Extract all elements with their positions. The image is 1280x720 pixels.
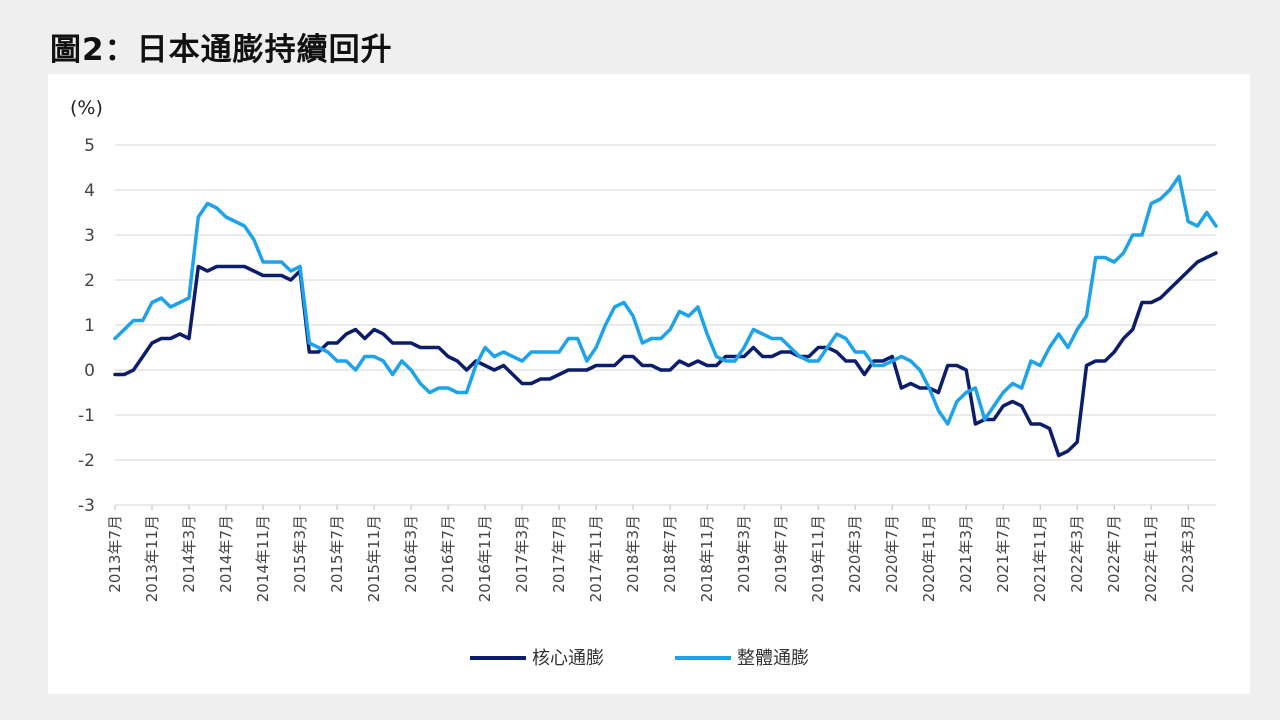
series-line-2	[113, 174, 1218, 426]
x-tick-label: 2013年11月	[143, 515, 161, 602]
y-tick-label: 1	[84, 316, 95, 336]
x-tick-label: 2018年3月	[624, 515, 642, 593]
x-tick-label: 2021年11月	[1031, 515, 1049, 602]
chart-panel: 5 4 3 2 1 0 -1 -2 -3 (%) 2013年7月 2013年11月 2014年3月 20…	[48, 74, 1250, 694]
y-tick-label: 2	[84, 271, 95, 291]
x-tick-label: 2018年11月	[698, 515, 716, 602]
x-tick-label: 2018年7月	[661, 515, 679, 593]
legend: 核心通膨 整體通膨	[470, 648, 809, 669]
x-tick-label: 2020年11月	[920, 515, 938, 602]
y-tick-label: -1	[78, 406, 95, 426]
y-tick-label: 0	[84, 361, 95, 381]
x-tick-label: 2022年11月	[1142, 515, 1160, 602]
x-tick-label: 2017年11月	[587, 515, 605, 602]
y-tick-label: -3	[78, 496, 95, 516]
x-tick-label: 2015年7月	[328, 515, 346, 593]
y-axis-unit: (%)	[70, 97, 103, 119]
x-tick-label: 2017年3月	[513, 515, 531, 593]
y-axis-ticks: 5 4 3 2 1 0 -1 -2 -3 (%)	[70, 97, 103, 516]
x-tick-label: 2019年3月	[735, 515, 753, 593]
x-tick-label: 2023年3月	[1179, 515, 1197, 593]
series-line-1	[113, 251, 1218, 458]
x-tick-label: 2016年3月	[402, 515, 420, 593]
y-tick-label: -2	[78, 451, 95, 471]
x-axis-ticks: 2013年7月 2013年11月 2014年3月 2014年7月 2014年11月 201…	[106, 505, 1197, 602]
x-tick-label: 2020年7月	[883, 515, 901, 593]
y-tick-label: 4	[84, 181, 95, 201]
x-tick-label: 2016年11月	[476, 515, 494, 602]
x-tick-label: 2021年7月	[994, 515, 1012, 593]
grid-lines	[115, 144, 1216, 506]
x-tick-label: 2014年11月	[254, 515, 272, 602]
legend-label-2: 整體通膨	[737, 648, 809, 669]
x-tick-label: 2014年7月	[217, 515, 235, 593]
x-tick-label: 2015年11月	[365, 515, 383, 602]
y-tick-label: 3	[84, 226, 95, 246]
x-tick-label: 2015年3月	[291, 515, 309, 593]
x-tick-label: 2019年11月	[809, 515, 827, 602]
x-tick-label: 2019年7月	[772, 515, 790, 593]
y-tick-label: 5	[84, 136, 95, 156]
x-tick-label: 2017年7月	[550, 515, 568, 593]
x-tick-label: 2022年7月	[1105, 515, 1123, 593]
x-tick-label: 2013年7月	[106, 515, 124, 593]
x-tick-label: 2016年7月	[439, 515, 457, 593]
legend-label-1: 核心通膨	[532, 648, 604, 669]
x-tick-label: 2022年3月	[1068, 515, 1086, 593]
x-tick-label: 2021年3月	[957, 515, 975, 593]
chart-title: 圖2：日本通膨持續回升	[50, 32, 393, 68]
x-tick-label: 2020年3月	[846, 515, 864, 593]
x-tick-label: 2014年3月	[180, 515, 198, 593]
series-lines	[113, 174, 1218, 458]
